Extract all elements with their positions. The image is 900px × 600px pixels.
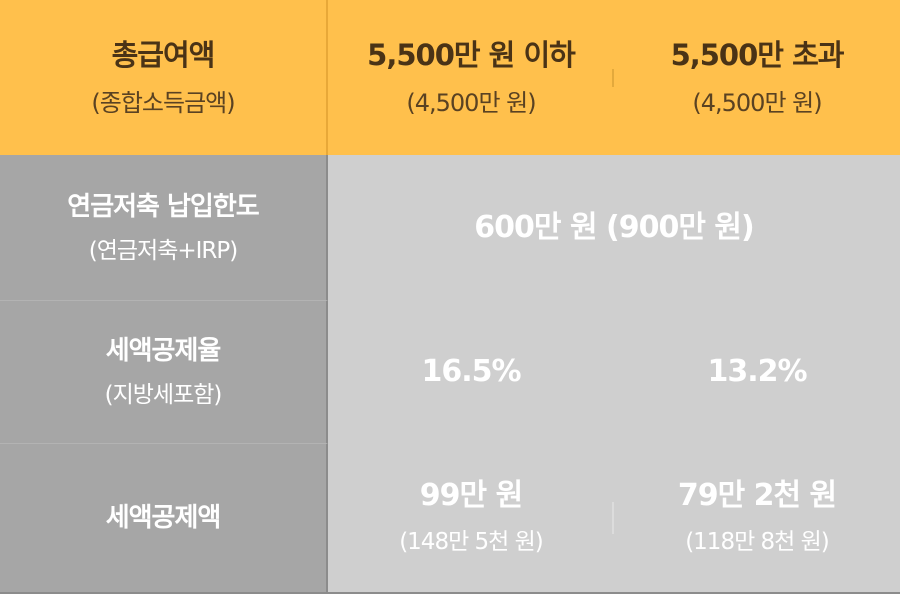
- header-col2-subtitle: (4,500만 원): [692, 88, 822, 117]
- amount-col1: 99만 원 (148만 5천 원): [328, 476, 614, 560]
- row-label-deduction-rate: 세액공제율 (지방세포함): [0, 300, 328, 443]
- header-col2-title: 5,500만 초과: [670, 37, 845, 72]
- amount-col2-subtitle: (118만 8천 원): [685, 528, 830, 555]
- row-label-deduction-amount: 세액공제액: [0, 443, 328, 592]
- amount-col2: 79만 2천 원 (118만 8천 원): [614, 476, 900, 560]
- row-label-title: 세액공제율: [105, 336, 222, 366]
- amount-col2-title: 79만 2천 원: [677, 477, 837, 513]
- row-label-contribution-limit: 연금저축 납입한도 (연금저축+IRP): [0, 155, 328, 300]
- row-label-title: 세액공제액: [105, 503, 222, 533]
- row-label-title: 연금저축 납입한도: [67, 191, 259, 222]
- header-label-cell: 총급여액 (종합소득금액): [0, 0, 328, 155]
- header-column-over-5500: 5,500만 초과 (4,500만 원): [614, 35, 900, 121]
- header-values-cell: 5,500만 원 이하 (4,500만 원) 5,500만 초과 (4,500만…: [328, 0, 900, 155]
- row-value-deduction-amount: 99만 원 (148만 5천 원) 79만 2천 원 (118만 8천 원): [328, 443, 900, 592]
- table-bottom-border: [0, 592, 900, 594]
- row-value-contribution-limit: 600만 원 (900만 원): [328, 155, 900, 300]
- header-col1-title: 5,500만 원 이하: [367, 37, 576, 72]
- rate-col1: 16.5%: [328, 352, 614, 392]
- amount-col1-title: 99만 원: [419, 477, 523, 513]
- rate-col1-value: 16.5%: [421, 353, 521, 389]
- contribution-limit-value: 600만 원 (900만 원): [474, 209, 754, 245]
- rate-col2-value: 13.2%: [707, 353, 807, 389]
- amount-col1-subtitle: (148만 5천 원): [399, 528, 544, 555]
- merged-value: 600만 원 (900만 원): [328, 208, 900, 248]
- row-label-subtitle: (연금저축+IRP): [88, 237, 238, 264]
- header-label-title: 총급여액: [111, 37, 216, 72]
- header-col1-subtitle: (4,500만 원): [406, 88, 536, 117]
- rate-col2: 13.2%: [614, 352, 900, 392]
- row-value-deduction-rate: 16.5% 13.2%: [328, 300, 900, 443]
- header-label-subtitle: (종합소득금액): [91, 88, 235, 117]
- row-label-subtitle: (지방세포함): [104, 382, 223, 408]
- header-column-under-5500: 5,500만 원 이하 (4,500만 원): [328, 35, 614, 121]
